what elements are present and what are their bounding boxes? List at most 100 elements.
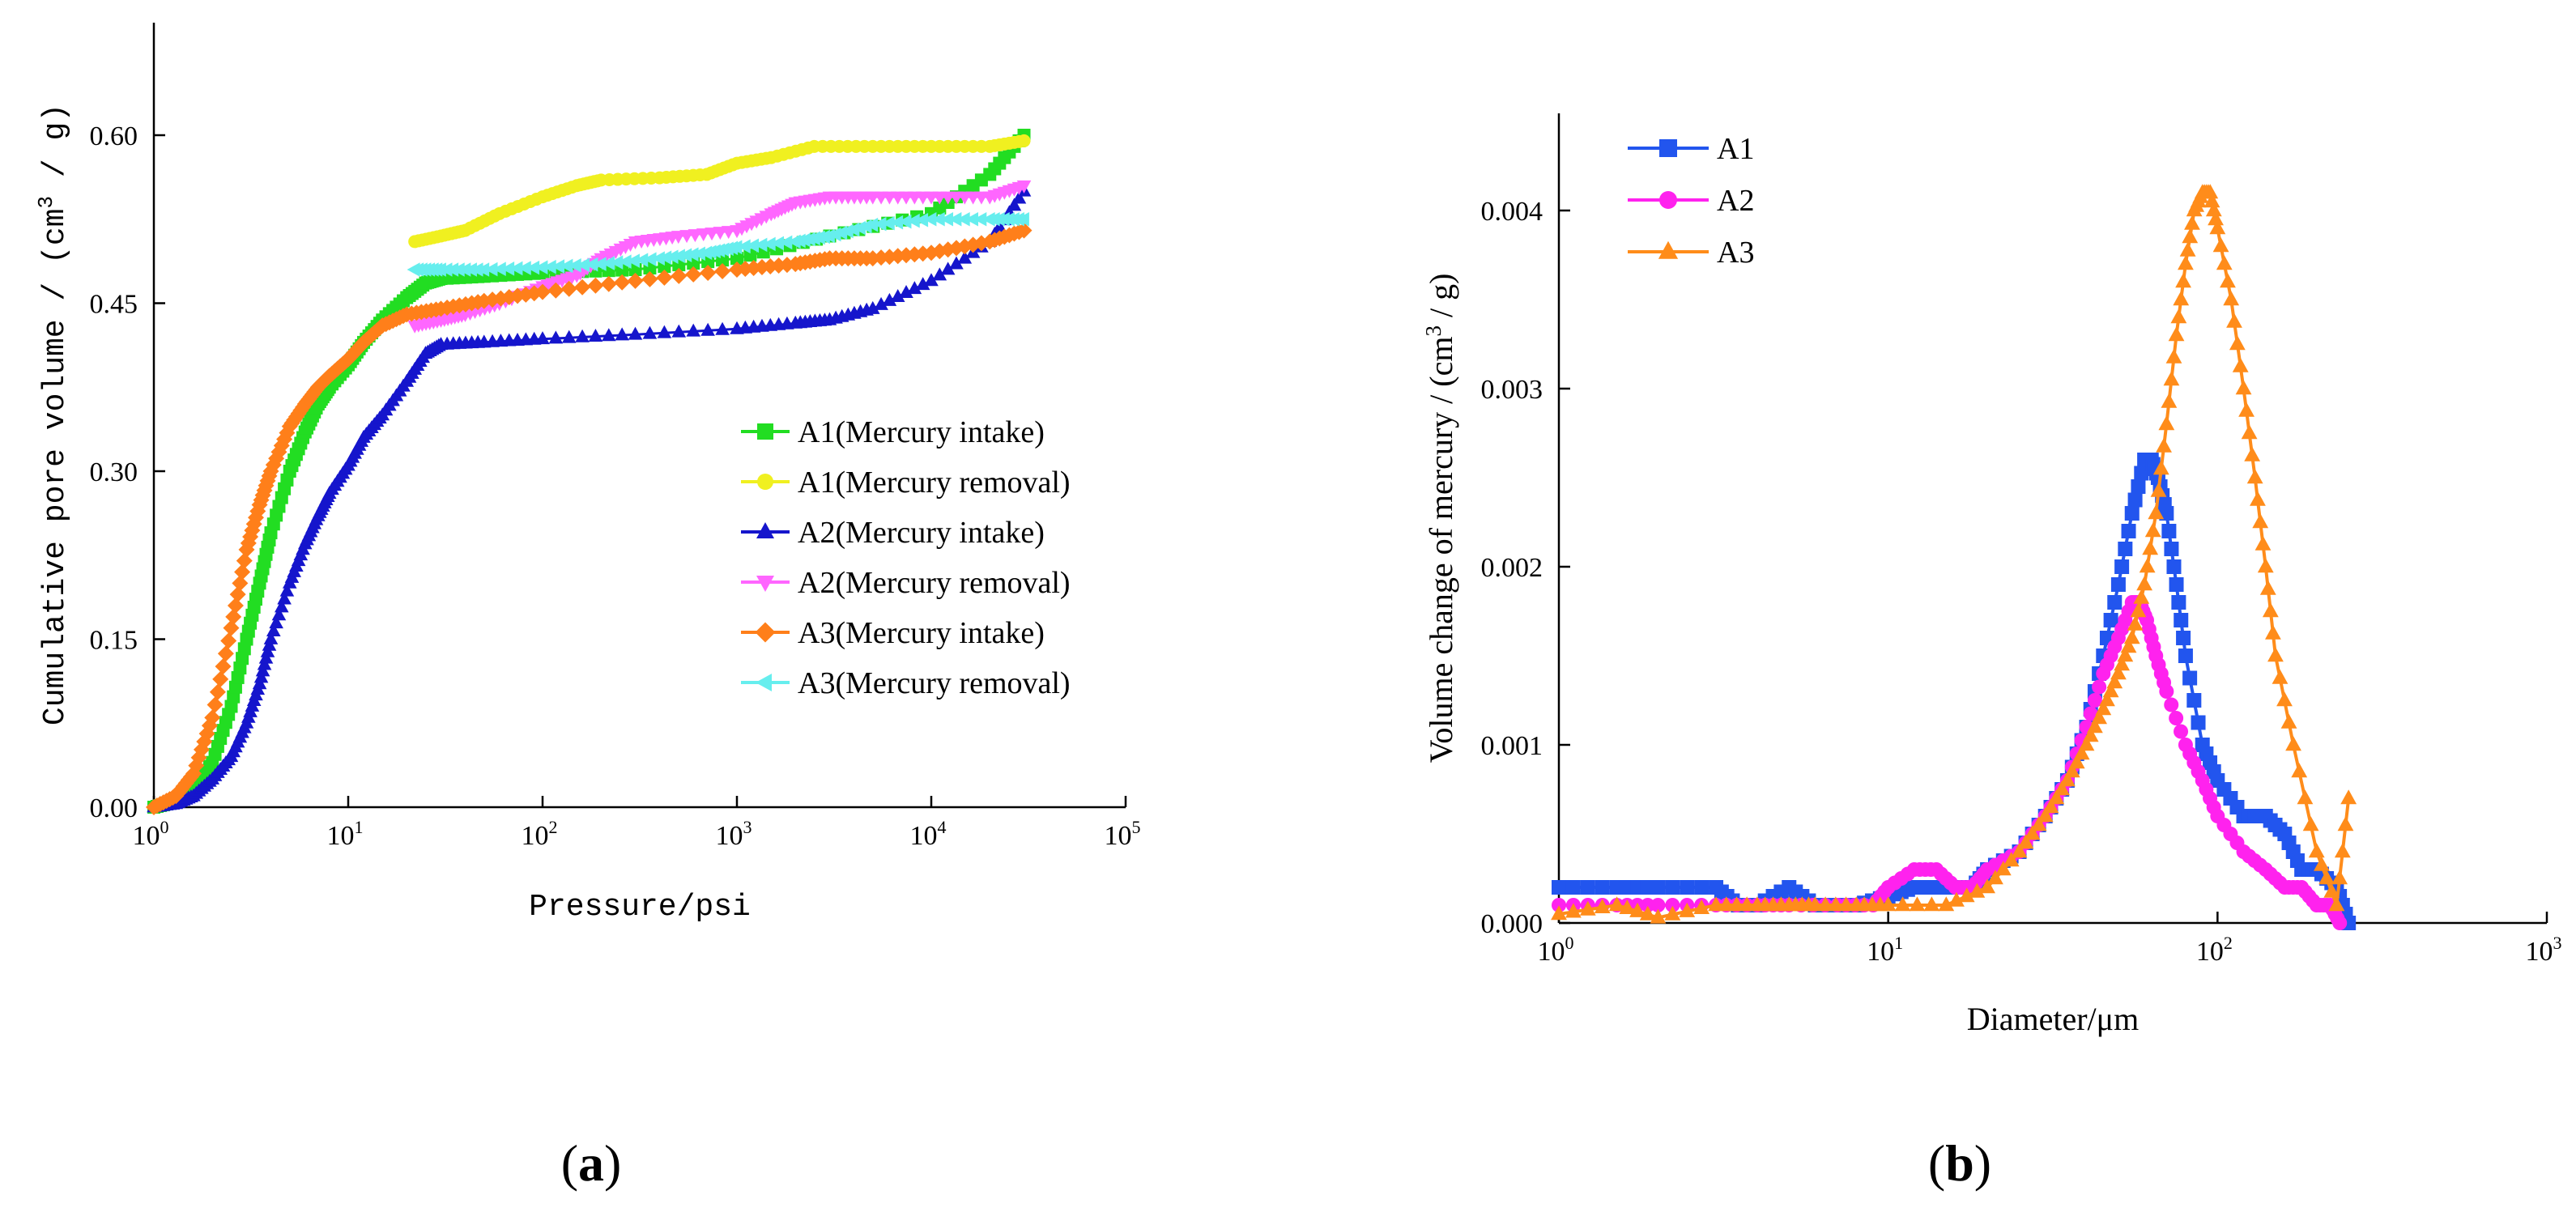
data-point (2099, 691, 2115, 707)
data-point (1650, 908, 1667, 924)
data-point (821, 228, 835, 244)
data-point (685, 266, 702, 283)
data-point (1007, 198, 1022, 211)
data-point (593, 257, 607, 271)
panel-b-legend: A1 A2 A3 (1628, 132, 1754, 270)
data-point (714, 262, 731, 279)
data-point (561, 330, 577, 343)
data-point (2131, 479, 2146, 494)
data-point (1827, 896, 1844, 912)
legend-label: A1 (1717, 132, 1754, 166)
data-point (2174, 613, 2189, 627)
data-point (601, 256, 615, 270)
data-point (846, 222, 860, 237)
panel-a-x-ticks: 100 101 102 103 104 105 (133, 796, 1141, 851)
legend-label: A2(Mercury removal) (798, 566, 1071, 600)
panel-a-y-axis-title-sup: 3 (34, 196, 58, 209)
data-point (2241, 424, 2258, 440)
data-point (263, 631, 279, 644)
y-tick-label: 0.30 (90, 457, 138, 487)
panel-b-series (1551, 184, 2357, 930)
data-point (492, 262, 506, 277)
x-tick-label: 104 (910, 817, 947, 851)
data-point (223, 619, 240, 636)
data-point (931, 211, 945, 227)
data-point (209, 683, 226, 700)
data-point (2161, 393, 2178, 408)
data-point (2136, 576, 2153, 591)
data-point (2159, 684, 2174, 699)
data-point (615, 327, 629, 341)
data-point (907, 281, 922, 295)
x-tick-label: 101 (1867, 933, 1903, 967)
data-point (1016, 180, 1032, 193)
data-point (193, 741, 210, 758)
data-point (1640, 898, 1655, 912)
data-point (2123, 629, 2140, 644)
data-point (2130, 602, 2147, 618)
data-point (924, 273, 939, 287)
data-point (1665, 880, 1680, 895)
data-point (779, 235, 793, 250)
data-point (858, 219, 872, 234)
data-point (232, 575, 249, 592)
data-point (587, 277, 604, 294)
data-point (2161, 524, 2177, 538)
data-point (890, 215, 904, 230)
data-point (840, 223, 854, 239)
data-point (656, 269, 673, 286)
data-point (1679, 902, 1696, 917)
data-point (1680, 880, 1695, 895)
data-point (665, 249, 679, 264)
x-tick-label: 100 (133, 817, 169, 851)
data-point (217, 645, 234, 662)
series-A3(Mercury intake) (146, 222, 1033, 815)
x-tick-label: 100 (1538, 933, 1574, 967)
data-point (2152, 460, 2169, 475)
data-point (2291, 763, 2308, 778)
legend-marker (757, 423, 773, 440)
data-point (1923, 896, 1940, 912)
data-point (618, 254, 632, 269)
data-point (2203, 193, 2220, 208)
data-point (266, 623, 281, 637)
data-point (2314, 856, 2330, 871)
data-point (271, 607, 287, 621)
data-point (212, 670, 229, 687)
data-point (1629, 902, 1646, 917)
data-point (1015, 222, 1033, 239)
data-point (614, 274, 631, 291)
legend-marker (756, 674, 772, 691)
data-point (1639, 905, 1656, 921)
legend-label: A3(Mercury removal) (798, 666, 1071, 700)
data-point (1694, 880, 1710, 895)
data-point (2173, 291, 2190, 306)
data-point (1739, 896, 1756, 912)
data-point (2184, 215, 2200, 230)
x-tick-label: 102 (522, 817, 558, 851)
panel-a-y-axis-title: Cumulative pore volume / (cm3 / g) (34, 104, 73, 725)
y-tick-label: 0.60 (90, 121, 138, 151)
legend-label: A3 (1717, 236, 1754, 270)
data-point (2082, 727, 2099, 742)
data-point (2202, 184, 2219, 199)
y-tick-label: 0.001 (1481, 731, 1543, 761)
data-point (2323, 882, 2340, 898)
data-point (2276, 691, 2293, 707)
data-point (227, 597, 244, 614)
data-point (2332, 916, 2348, 930)
data-point (1579, 900, 1596, 916)
data-point (1580, 880, 1595, 895)
data-point (1958, 887, 1975, 903)
data-point (730, 252, 743, 266)
data-point (973, 211, 987, 227)
data-point (685, 247, 699, 262)
data-point (1619, 899, 1636, 915)
data-point (2110, 577, 2126, 592)
data-point (628, 326, 643, 340)
data-point (2087, 718, 2103, 734)
data-point (932, 267, 947, 281)
data-point (1909, 896, 1926, 912)
data-point (923, 211, 937, 227)
data-point (2078, 736, 2095, 751)
